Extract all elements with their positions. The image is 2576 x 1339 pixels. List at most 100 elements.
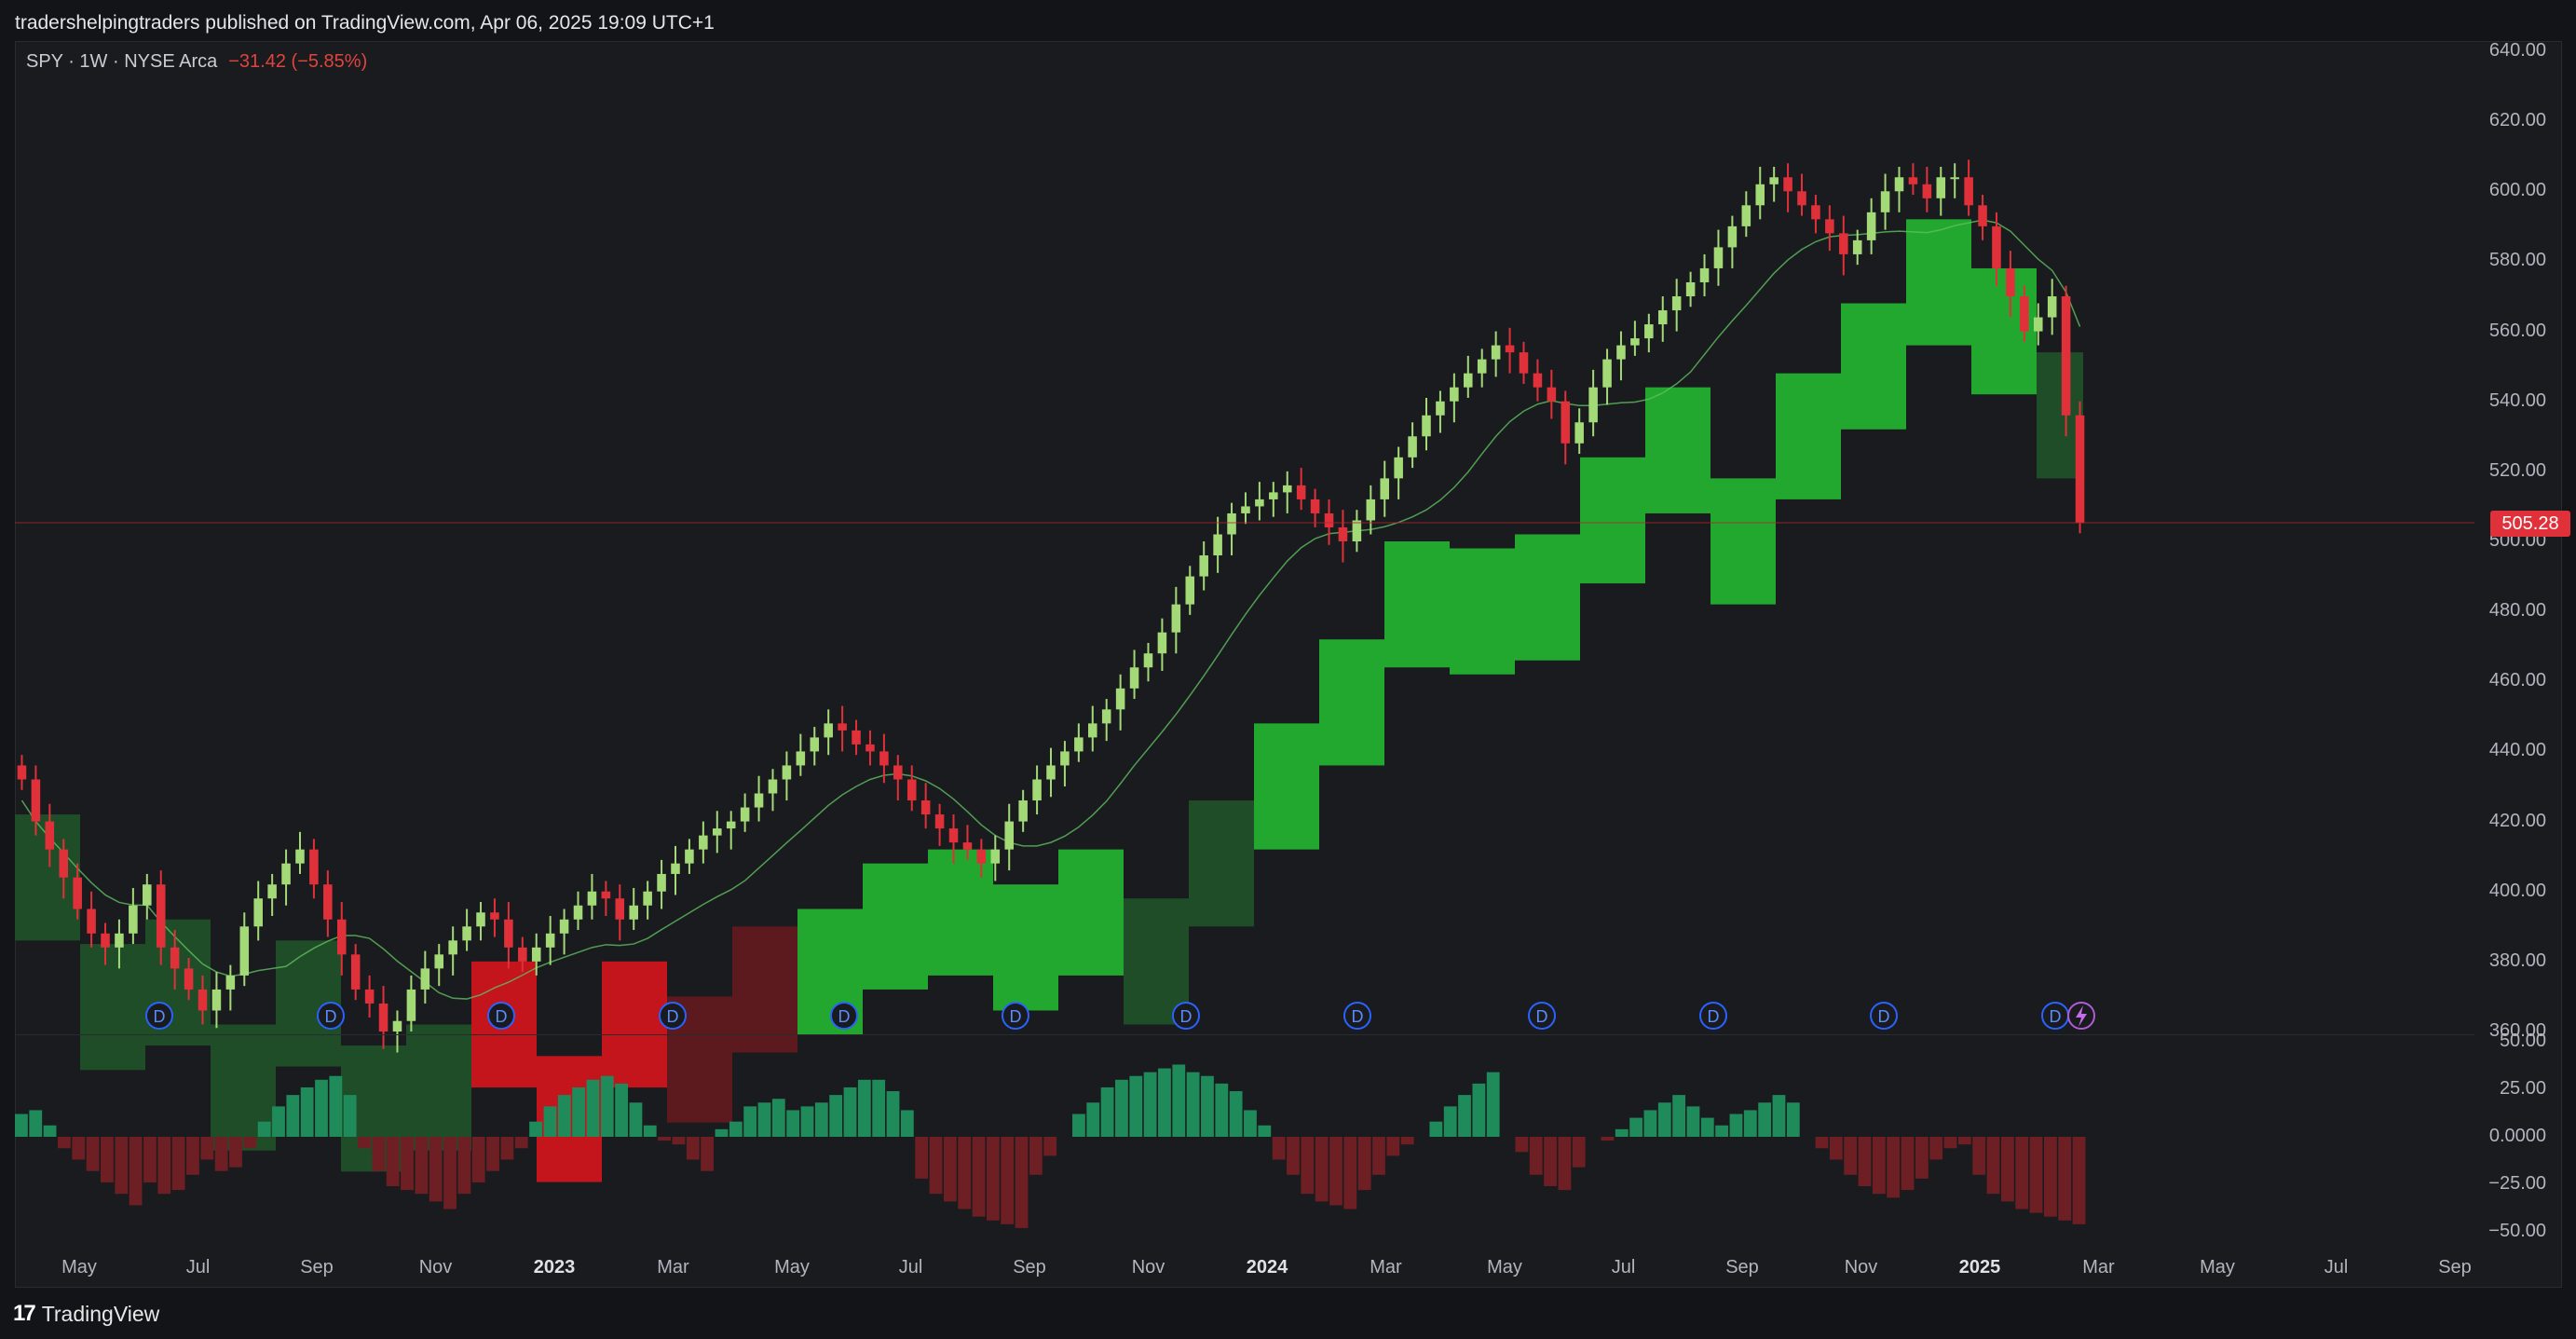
histogram-bar (1657, 1102, 1671, 1137)
histogram-bar (115, 1137, 129, 1195)
candle-body (1199, 555, 1208, 577)
dividend-marker[interactable]: D (1528, 1002, 1556, 1030)
histogram-bar (729, 1121, 743, 1137)
candle-body (2033, 317, 2043, 332)
candle-body (406, 989, 416, 1021)
dividend-marker[interactable]: D (1870, 1002, 1898, 1030)
dividend-label: D (496, 1007, 508, 1026)
histogram-bar (401, 1137, 414, 1191)
footer-brand[interactable]: 17 TradingView (13, 1301, 159, 1327)
price-tick-label: 540.00 (2488, 389, 2546, 411)
candle-body (1129, 667, 1139, 689)
histogram-bar (86, 1137, 100, 1171)
symbol-legend[interactable]: SPY · 1W · NYSE Arca −31.42 (−5.85%) (26, 51, 367, 73)
histogram-bar (415, 1137, 429, 1195)
histogram-bar (1258, 1125, 1272, 1137)
time-tick-label: Jul (185, 1257, 211, 1278)
candle-body (420, 968, 430, 990)
candle-body (59, 849, 69, 878)
cloud-segment (80, 944, 145, 1071)
histogram-bar (186, 1137, 199, 1175)
split-marker[interactable] (2067, 1002, 2095, 1030)
candle-body (1464, 373, 1473, 388)
dividend-icon (317, 1002, 345, 1030)
candle-body (1644, 324, 1654, 339)
histogram-bar (1672, 1095, 1686, 1137)
dividend-marker[interactable]: D (1002, 1002, 1029, 1030)
dividend-marker[interactable]: D (659, 1002, 687, 1030)
histogram-bar (1158, 1068, 1171, 1137)
histogram-bar (943, 1137, 957, 1202)
dividend-label: D (1352, 1007, 1364, 1026)
candle-body (1074, 737, 1084, 752)
cloud-segment (406, 1024, 471, 1151)
candle-body (906, 779, 917, 801)
symbol-label[interactable]: SPY · 1W · NYSE Arca (26, 51, 218, 72)
candle-body (392, 1020, 402, 1032)
candle-body (115, 933, 124, 948)
histogram-bar (429, 1137, 443, 1202)
cloud-segment (602, 961, 667, 1088)
histogram-bar (800, 1106, 814, 1137)
candle-body (671, 863, 680, 874)
candle-body (1380, 478, 1390, 499)
candle-body (101, 933, 110, 948)
candle-body (1992, 225, 2001, 268)
pane-divider[interactable] (15, 1034, 2474, 1035)
dividend-label: D (838, 1007, 851, 1026)
price-tick-label: 560.00 (2488, 320, 2546, 341)
dividend-icon (830, 1002, 858, 1030)
candle-body (1547, 387, 1557, 402)
candle-body (1060, 751, 1070, 766)
candle-body (920, 800, 931, 815)
dividend-label: D (1878, 1007, 1890, 1026)
candle-body (490, 912, 499, 920)
candle-body (462, 926, 471, 941)
candle-body (1936, 177, 1946, 198)
dividend-marker[interactable]: D (317, 1002, 345, 1030)
histogram-bar (1043, 1137, 1057, 1156)
candle-body (239, 926, 250, 976)
histogram-bar (1572, 1137, 1586, 1168)
histogram-bar (257, 1121, 271, 1137)
histogram-bar (1529, 1137, 1543, 1175)
histogram-bar (1301, 1137, 1315, 1195)
candle-body (1908, 177, 1918, 184)
histogram-bar (1629, 1117, 1642, 1137)
histogram-bar (1372, 1137, 1385, 1175)
candle-body (879, 751, 889, 766)
histogram-bar (915, 1137, 929, 1179)
histogram-bar (672, 1137, 686, 1145)
candle-body (1185, 576, 1195, 605)
dividend-marker[interactable]: D (1699, 1002, 1727, 1030)
histogram-bar (157, 1137, 171, 1195)
dividend-marker[interactable]: D (830, 1002, 858, 1030)
histogram-bar (329, 1075, 343, 1137)
price-tick-label: 520.00 (2488, 459, 2546, 481)
histogram-bar (1915, 1137, 1929, 1179)
dividend-marker[interactable]: D (487, 1002, 515, 1030)
dividend-marker[interactable]: D (2041, 1002, 2069, 1030)
time-tick-label: Jul (1611, 1257, 1636, 1278)
dividend-label: D (667, 1007, 679, 1026)
dividend-marker[interactable]: D (1172, 1002, 1200, 1030)
candle-body (754, 793, 764, 808)
price-tick-label: 360.00 (2488, 1020, 2546, 1041)
dividend-label: D (2050, 1007, 2062, 1026)
dividend-marker[interactable]: D (1343, 1002, 1371, 1030)
histogram-bar (986, 1137, 1000, 1221)
histogram-bar (514, 1137, 528, 1149)
histogram-bar (658, 1137, 672, 1141)
histogram-bar (757, 1102, 771, 1137)
candle-body (364, 989, 375, 1004)
candle-body (657, 873, 666, 892)
oscillator-tick-label: −25.00 (2488, 1173, 2546, 1194)
candle-body (1783, 177, 1792, 192)
dividend-label: D (154, 1007, 166, 1026)
histogram-bar (771, 1099, 785, 1137)
dividend-marker[interactable]: D (145, 1002, 173, 1030)
candle-body (1450, 387, 1459, 402)
histogram-bar (1901, 1137, 1915, 1191)
